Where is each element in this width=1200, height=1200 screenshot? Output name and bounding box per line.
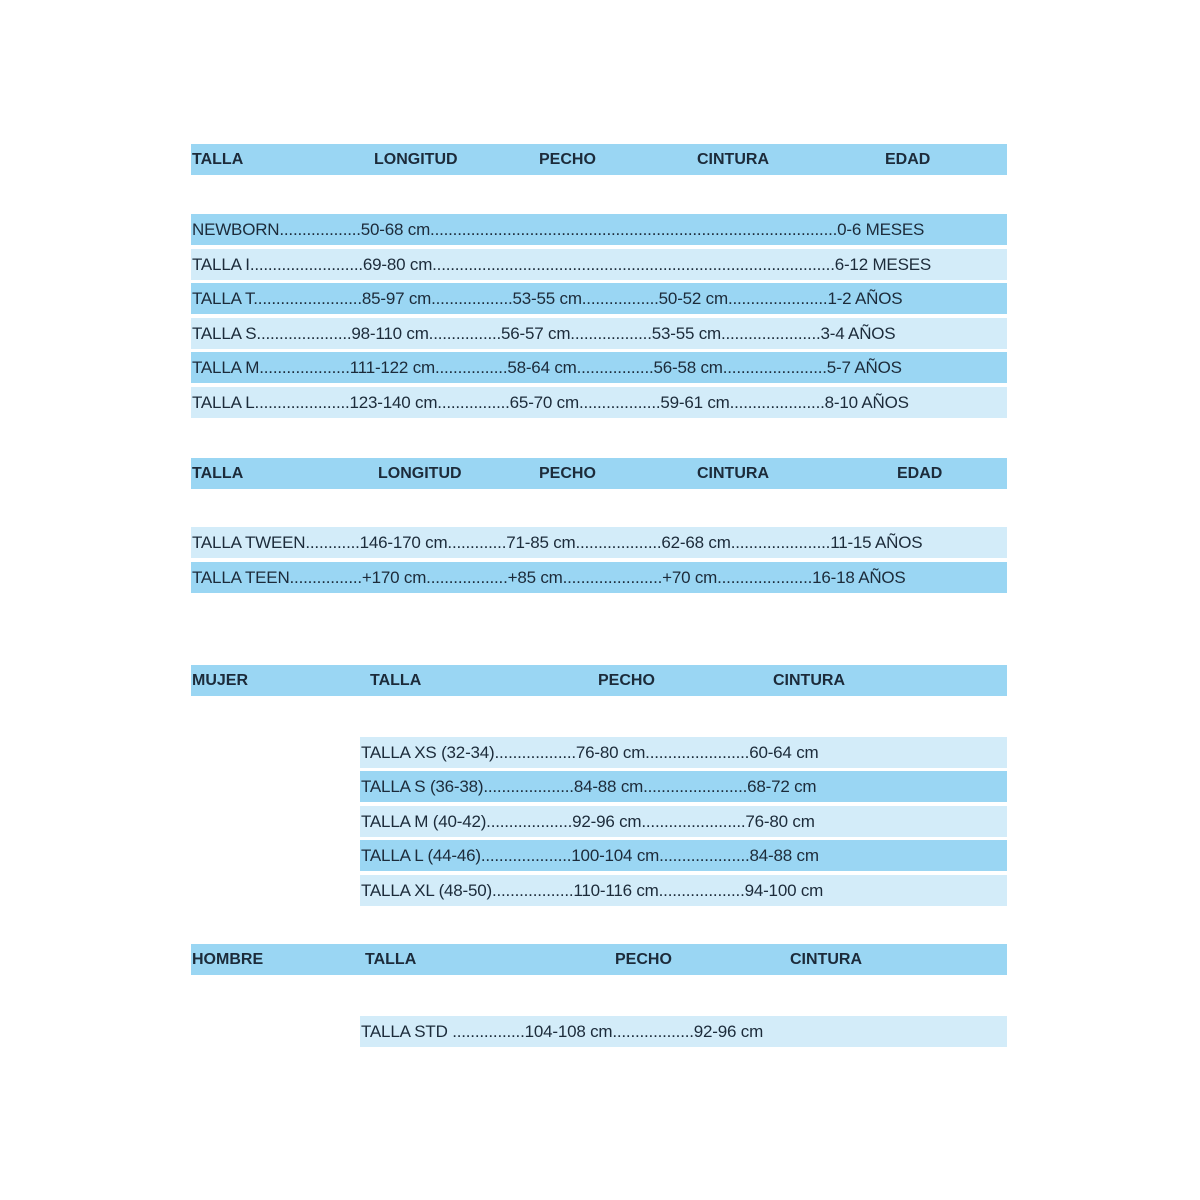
header-pecho: PECHO bbox=[539, 465, 596, 482]
row-text: TALLA L.....................123-140 cm..… bbox=[192, 393, 909, 412]
size-row-mujer-xs: TALLA XS (32-34)..................76-80 … bbox=[360, 737, 1007, 768]
hombre-size-header: HOMBRE TALLA PECHO CINTURA bbox=[191, 944, 1007, 975]
size-row-talla-l: TALLA L.....................123-140 cm..… bbox=[191, 387, 1007, 418]
header-edad: EDAD bbox=[897, 465, 943, 482]
size-row-newborn: NEWBORN..................50-68 cm.......… bbox=[191, 214, 1007, 245]
size-row-mujer-s: TALLA S (36-38)....................84-88… bbox=[360, 771, 1007, 802]
size-row-mujer-m: TALLA M (40-42)...................92-96 … bbox=[360, 806, 1007, 837]
header-talla: TALLA bbox=[192, 465, 244, 482]
header-cintura: CINTURA bbox=[697, 465, 769, 482]
size-row-mujer-l: TALLA L (44-46)....................100-1… bbox=[360, 840, 1007, 871]
row-text: TALLA TEEN................+170 cm.......… bbox=[192, 568, 906, 587]
row-text: NEWBORN..................50-68 cm.......… bbox=[192, 220, 925, 239]
size-row-hombre-std: TALLA STD ................104-108 cm....… bbox=[360, 1016, 1007, 1047]
header-talla: TALLA bbox=[365, 951, 417, 968]
size-row-talla-m: TALLA M....................111-122 cm...… bbox=[191, 352, 1007, 383]
row-text: TALLA M (40-42)...................92-96 … bbox=[361, 812, 815, 831]
row-text: TALLA I.........................69-80 cm… bbox=[192, 255, 931, 274]
row-text: TALLA S.....................98-110 cm...… bbox=[192, 324, 896, 343]
header-talla: TALLA bbox=[370, 672, 422, 689]
row-text: TALLA XS (32-34)..................76-80 … bbox=[361, 743, 819, 762]
teen-size-header: TALLA LONGITUD PECHO CINTURA EDAD bbox=[191, 458, 1007, 489]
size-row-talla-i: TALLA I.........................69-80 cm… bbox=[191, 249, 1007, 280]
header-longitud: LONGITUD bbox=[374, 151, 458, 168]
mujer-size-header: MUJER TALLA PECHO CINTURA bbox=[191, 665, 1007, 696]
header-mujer: MUJER bbox=[192, 672, 249, 689]
header-cintura: CINTURA bbox=[790, 951, 862, 968]
header-pecho: PECHO bbox=[539, 151, 596, 168]
row-text: TALLA T........................85-97 cm.… bbox=[192, 289, 903, 308]
row-text: TALLA STD ................104-108 cm....… bbox=[361, 1022, 764, 1041]
header-longitud: LONGITUD bbox=[378, 465, 462, 482]
header-edad: EDAD bbox=[885, 151, 931, 168]
size-row-tween: TALLA TWEEN............146-170 cm.......… bbox=[191, 527, 1007, 558]
row-text: TALLA XL (48-50)..................110-11… bbox=[361, 881, 824, 900]
size-row-teen: TALLA TEEN................+170 cm.......… bbox=[191, 562, 1007, 593]
header-cintura: CINTURA bbox=[697, 151, 769, 168]
size-row-mujer-xl: TALLA XL (48-50)..................110-11… bbox=[360, 875, 1007, 906]
row-text: TALLA S (36-38)....................84-88… bbox=[361, 777, 817, 796]
row-text: TALLA L (44-46)....................100-1… bbox=[361, 846, 819, 865]
header-pecho: PECHO bbox=[598, 672, 655, 689]
row-text: TALLA TWEEN............146-170 cm.......… bbox=[192, 533, 923, 552]
header-talla: TALLA bbox=[192, 151, 244, 168]
row-text: TALLA M....................111-122 cm...… bbox=[192, 358, 902, 377]
header-cintura: CINTURA bbox=[773, 672, 845, 689]
header-pecho: PECHO bbox=[615, 951, 672, 968]
size-row-talla-s: TALLA S.....................98-110 cm...… bbox=[191, 318, 1007, 349]
header-hombre: HOMBRE bbox=[192, 951, 264, 968]
size-row-talla-t: TALLA T........................85-97 cm.… bbox=[191, 283, 1007, 314]
kids-size-header: TALLA LONGITUD PECHO CINTURA EDAD bbox=[191, 144, 1007, 175]
